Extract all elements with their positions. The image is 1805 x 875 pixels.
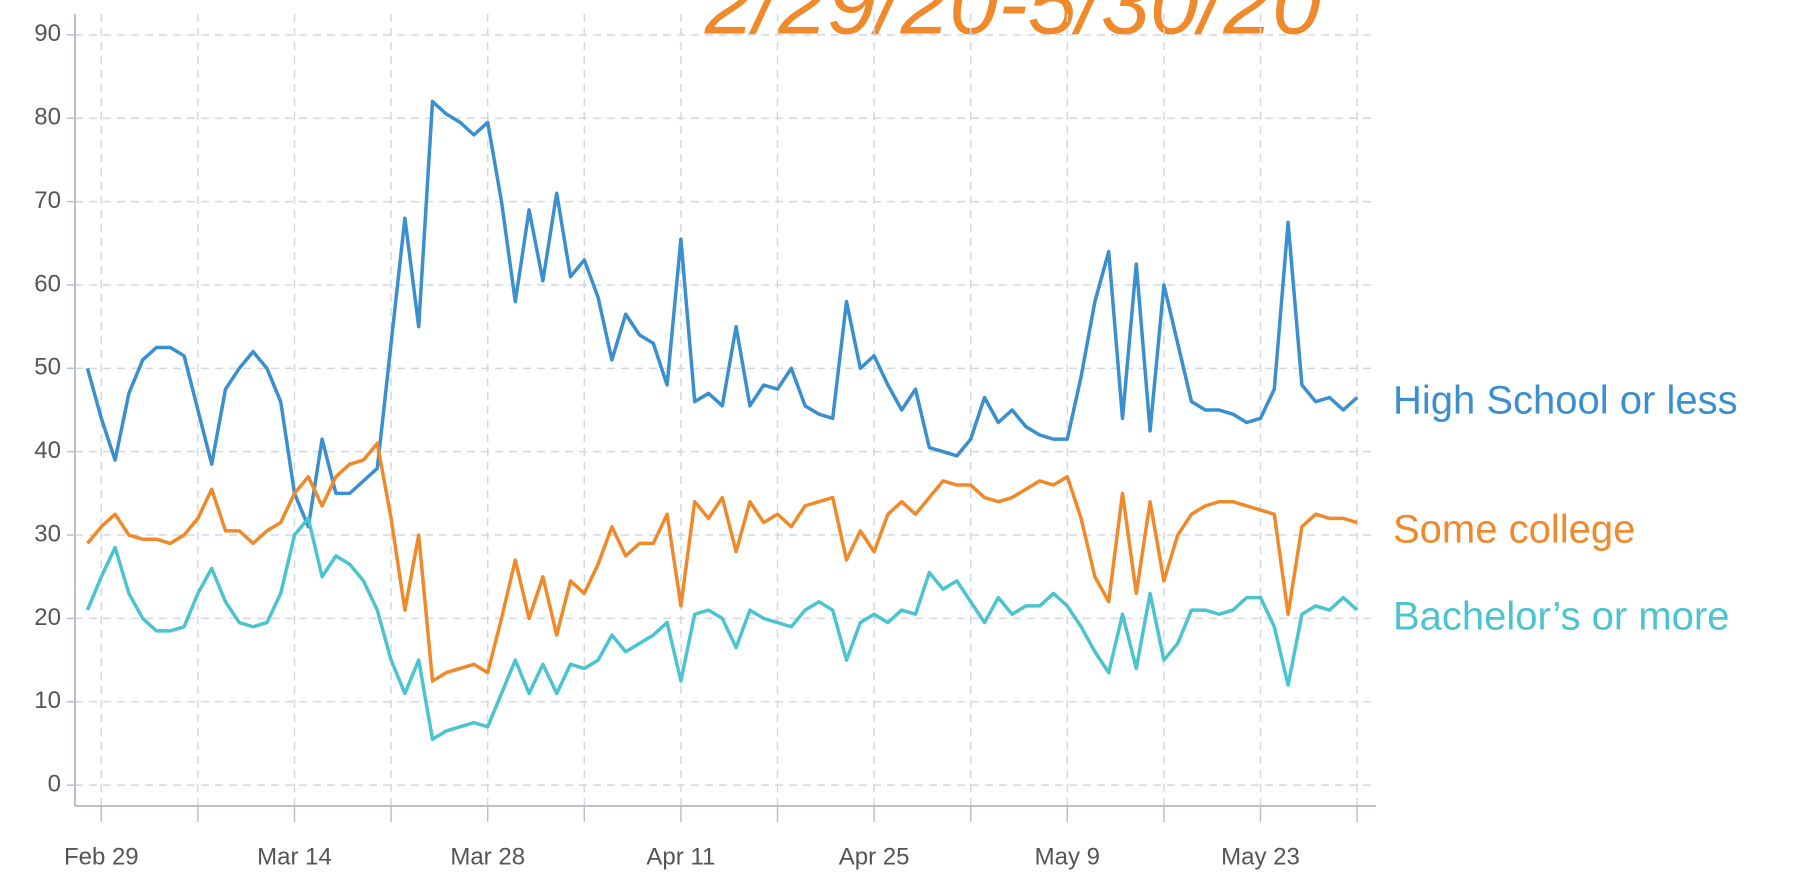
y-tick-label: 20 (34, 604, 61, 631)
y-tick-label: 50 (34, 354, 61, 381)
legend-label: Some college (1393, 508, 1635, 552)
series-line (86, 441, 1358, 683)
x-tick-label: May 9 (1035, 843, 1100, 870)
x-tick-label: Apr 25 (839, 843, 910, 870)
y-tick-label: 30 (34, 520, 61, 547)
y-tick-label: 60 (34, 270, 61, 297)
y-tick-label: 80 (34, 104, 61, 131)
chart-title: 2/29/20-5/30/20 (704, 0, 1322, 52)
y-tick-label: 70 (34, 187, 61, 214)
y-tick-label: 90 (34, 20, 61, 47)
legend-label: High School or less (1393, 379, 1738, 423)
x-tick-label: Apr 11 (646, 843, 715, 870)
series-line (85, 99, 1359, 529)
y-tick-label: 10 (34, 687, 61, 714)
y-tick-label: 40 (34, 437, 61, 464)
series-line (85, 516, 1359, 742)
x-tick-label: Feb 29 (64, 843, 139, 870)
x-tick-label: Mar 28 (450, 843, 525, 870)
y-tick-label: 0 (48, 771, 61, 798)
x-tick-label: Mar 14 (257, 843, 332, 870)
x-tick-label: May 23 (1221, 843, 1300, 870)
legend-label: Bachelor’s or more (1393, 595, 1729, 639)
